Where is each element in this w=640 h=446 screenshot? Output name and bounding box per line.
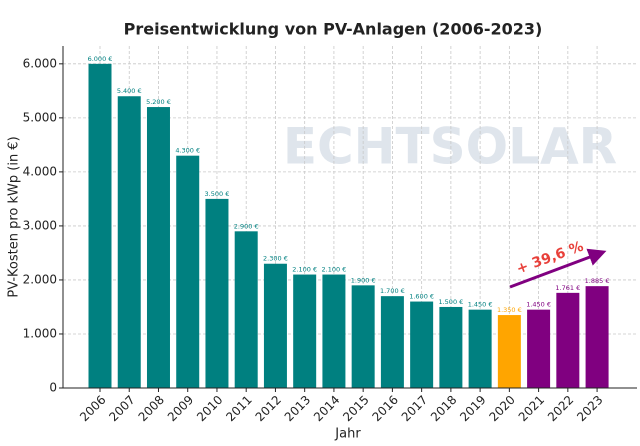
value-label: 1.600 € [409, 293, 434, 301]
value-label: 2.100 € [292, 266, 317, 274]
value-label: 5.200 € [146, 98, 171, 106]
chart-title: Preisentwicklung von PV-Anlagen (2006-20… [124, 20, 543, 39]
x-tick-label: 2009 [165, 393, 196, 424]
x-tick-label: 2018 [428, 393, 459, 424]
value-label: 2.900 € [234, 222, 259, 230]
bar [293, 274, 317, 388]
y-tick-label: 0 [49, 381, 57, 395]
value-label: 4.300 € [175, 147, 200, 155]
trend-arrow [509, 248, 607, 289]
value-label: 3.500 € [205, 190, 230, 198]
x-tick-label: 2010 [194, 393, 225, 424]
y-axis-label: PV-Kosten pro kWp (in €) [7, 136, 22, 297]
bar [556, 292, 580, 388]
bar [263, 263, 287, 388]
value-label: 1.450 € [468, 301, 493, 309]
y-tick-label: 2.000 [23, 272, 57, 286]
bar [380, 296, 404, 388]
x-tick-label: 2014 [311, 393, 342, 424]
value-label: 5.400 € [117, 87, 142, 95]
bar [497, 315, 521, 388]
bar [176, 155, 200, 388]
bar [234, 231, 258, 388]
x-tick-label: 2020 [486, 393, 517, 424]
x-tick-label: 2016 [369, 393, 400, 424]
bar [439, 306, 463, 388]
value-label: 6.000 € [88, 55, 113, 63]
x-tick-label: 2011 [223, 393, 254, 424]
x-tick-label: 2017 [399, 393, 430, 424]
x-tick-label: 2012 [253, 393, 284, 424]
y-tick-label: 1.000 [23, 326, 57, 340]
value-label: 1.350 € [497, 306, 522, 314]
y-tick-label: 6.000 [23, 56, 57, 70]
value-label: 2.100 € [322, 266, 347, 274]
bar [468, 309, 492, 388]
x-tick-label: 2006 [77, 393, 108, 424]
x-tick-label: 2015 [340, 393, 371, 424]
y-tick-label: 4.000 [23, 164, 57, 178]
plot-area: 0 1.000 2.000 3.000 4.000 5.000 6.000 6.000 € 20… [23, 46, 637, 424]
value-label: 2.300 € [263, 255, 288, 263]
bar [585, 286, 609, 388]
bar [117, 96, 141, 388]
bar [410, 301, 434, 388]
x-tick-label: 2019 [457, 393, 488, 424]
x-tick-label: 2022 [545, 393, 576, 424]
bar [88, 63, 112, 389]
value-label: 1.450 € [526, 301, 551, 309]
bar [351, 285, 375, 388]
x-tick-label: 2013 [282, 393, 313, 424]
y-tick-label: 3.000 [23, 218, 57, 232]
y-tick-label: 5.000 [23, 110, 57, 124]
bar [527, 309, 551, 388]
value-label: 1.900 € [351, 276, 376, 284]
value-label: 1.700 € [380, 287, 405, 295]
bar [205, 198, 229, 388]
x-tick-label: 2007 [106, 393, 137, 424]
x-axis-label: Jahr [334, 427, 361, 442]
value-label: 1.761 € [555, 284, 580, 292]
bar [146, 107, 170, 389]
value-label: 1.500 € [438, 298, 463, 306]
watermark: ECHTSOLAR [283, 118, 617, 176]
x-tick-label: 2021 [516, 393, 547, 424]
bar [322, 274, 346, 388]
value-label: 1.885 € [585, 277, 610, 285]
x-tick-label: 2008 [136, 393, 167, 424]
x-tick-label: 2023 [574, 393, 605, 424]
